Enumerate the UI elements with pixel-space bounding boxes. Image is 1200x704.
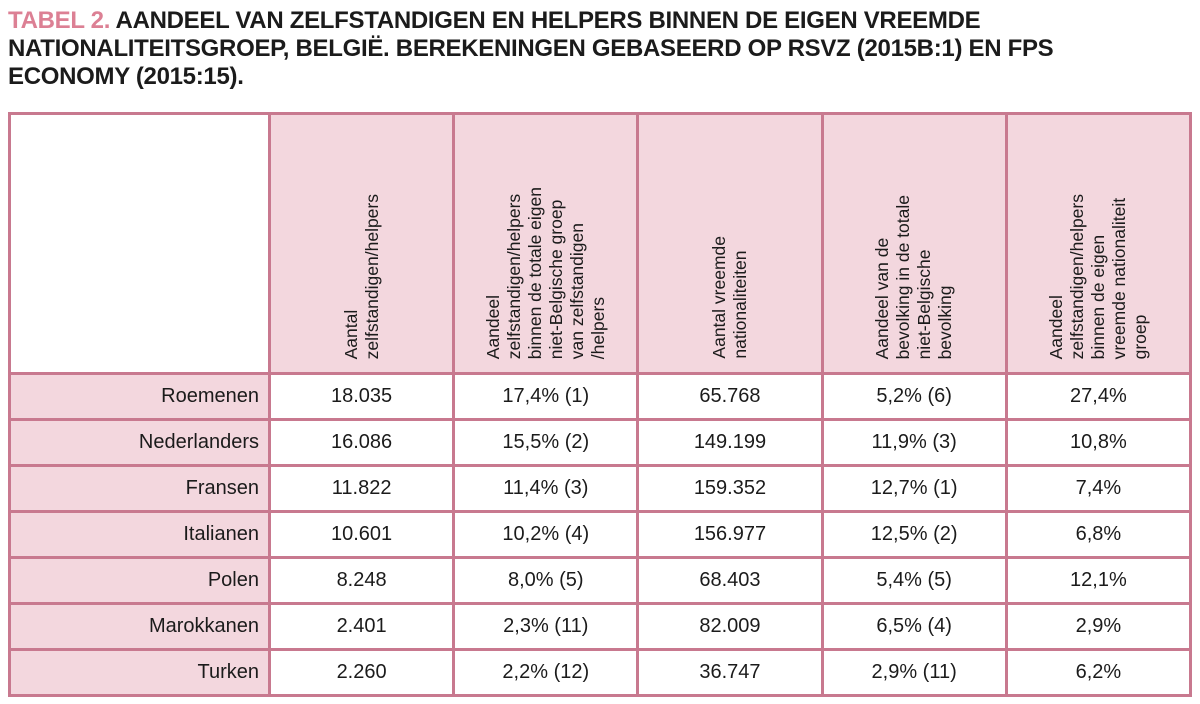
column-header-label: Aantal vreemde nationaliteiten [708, 236, 750, 359]
data-cell: 2.260 [267, 648, 456, 697]
table-row: Polen 8.248 8,0% (5) 68.403 5,4% (5) 12,… [8, 556, 1193, 605]
data-cell: 18.035 [267, 372, 456, 421]
data-cell: 2,3% (11) [452, 602, 640, 651]
column-header: Aantal zelfstandigen/helpers [267, 112, 456, 375]
data-cell: 10,2% (4) [452, 510, 640, 559]
data-cell: 5,4% (5) [820, 556, 1008, 605]
header-row: Aantal zelfstandigen/helpers Aandeel zel… [8, 112, 1193, 375]
column-header-label: Aantal zelfstandigen/helpers [340, 193, 382, 359]
statistics-table: Aantal zelfstandigen/helpers Aandeel zel… [8, 112, 1193, 697]
column-header: Aantal vreemde nationaliteiten [636, 112, 824, 375]
row-label: Italianen [8, 510, 271, 559]
data-cell: 149.199 [636, 418, 824, 467]
data-cell: 159.352 [636, 464, 824, 513]
blank-corner-cell [8, 112, 271, 375]
data-cell: 10.601 [267, 510, 456, 559]
data-cell: 65.768 [636, 372, 824, 421]
data-cell: 6,8% [1004, 510, 1193, 559]
row-label: Nederlanders [8, 418, 271, 467]
row-label: Polen [8, 556, 271, 605]
data-cell: 82.009 [636, 602, 824, 651]
column-header-label: Aandeel zelfstandigen/helpers binnen de … [482, 186, 608, 359]
data-cell: 68.403 [636, 556, 824, 605]
data-cell: 2,9% [1004, 602, 1193, 651]
table-title-text: AANDEEL VAN ZELFSTANDIGEN EN HELPERS BIN… [8, 7, 1054, 90]
data-cell: 15,5% (2) [452, 418, 640, 467]
data-cell: 8.248 [267, 556, 456, 605]
data-cell: 6,5% (4) [820, 602, 1008, 651]
table-row: Turken 2.260 2,2% (12) 36.747 2,9% (11) … [8, 648, 1193, 697]
data-cell: 10,8% [1004, 418, 1193, 467]
data-cell: 6,2% [1004, 648, 1193, 697]
table-title: TABEL 2. AANDEEL VAN ZELFSTANDIGEN EN HE… [8, 7, 1178, 91]
data-cell: 2,9% (11) [820, 648, 1008, 697]
data-cell: 11,9% (3) [820, 418, 1008, 467]
data-cell: 27,4% [1004, 372, 1193, 421]
data-cell: 36.747 [636, 648, 824, 697]
column-header-label: Aandeel van de bevolking in de totale ni… [872, 194, 956, 359]
row-label: Roemenen [8, 372, 271, 421]
table-row: Nederlanders 16.086 15,5% (2) 149.199 11… [8, 418, 1193, 467]
data-cell: 17,4% (1) [452, 372, 640, 421]
data-cell: 7,4% [1004, 464, 1193, 513]
table-row: Fransen 11.822 11,4% (3) 159.352 12,7% (… [8, 464, 1193, 513]
column-header: Aandeel zelfstandigen/helpers binnen de … [452, 112, 640, 375]
data-cell: 11.822 [267, 464, 456, 513]
data-cell: 12,1% [1004, 556, 1193, 605]
data-cell: 11,4% (3) [452, 464, 640, 513]
table-row: Italianen 10.601 10,2% (4) 156.977 12,5%… [8, 510, 1193, 559]
row-label: Marokkanen [8, 602, 271, 651]
table-row: Roemenen 18.035 17,4% (1) 65.768 5,2% (6… [8, 372, 1193, 421]
data-cell: 2,2% (12) [452, 648, 640, 697]
column-header: Aandeel zelfstandigen/helpers binnen de … [1004, 112, 1193, 375]
table-row: Marokkanen 2.401 2,3% (11) 82.009 6,5% (… [8, 602, 1193, 651]
data-cell: 156.977 [636, 510, 824, 559]
data-cell: 5,2% (6) [820, 372, 1008, 421]
data-cell: 8,0% (5) [452, 556, 640, 605]
row-label: Turken [8, 648, 271, 697]
column-header-label: Aandeel zelfstandigen/helpers binnen de … [1045, 193, 1150, 359]
data-cell: 2.401 [267, 602, 456, 651]
table-title-tag: TABEL 2. [8, 7, 111, 34]
row-label: Fransen [8, 464, 271, 513]
data-cell: 12,7% (1) [820, 464, 1008, 513]
data-cell: 12,5% (2) [820, 510, 1008, 559]
column-header: Aandeel van de bevolking in de totale ni… [820, 112, 1008, 375]
data-cell: 16.086 [267, 418, 456, 467]
